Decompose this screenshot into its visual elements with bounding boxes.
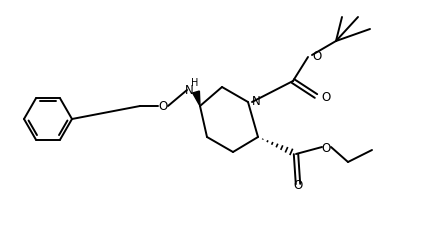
Text: O: O bbox=[321, 91, 330, 104]
Text: N: N bbox=[252, 95, 261, 108]
Text: O: O bbox=[322, 141, 330, 154]
Text: O: O bbox=[293, 178, 303, 191]
Text: H: H bbox=[191, 78, 199, 88]
Polygon shape bbox=[192, 92, 200, 106]
Text: O: O bbox=[158, 100, 168, 113]
Text: O: O bbox=[312, 50, 321, 63]
Text: N: N bbox=[185, 84, 193, 97]
